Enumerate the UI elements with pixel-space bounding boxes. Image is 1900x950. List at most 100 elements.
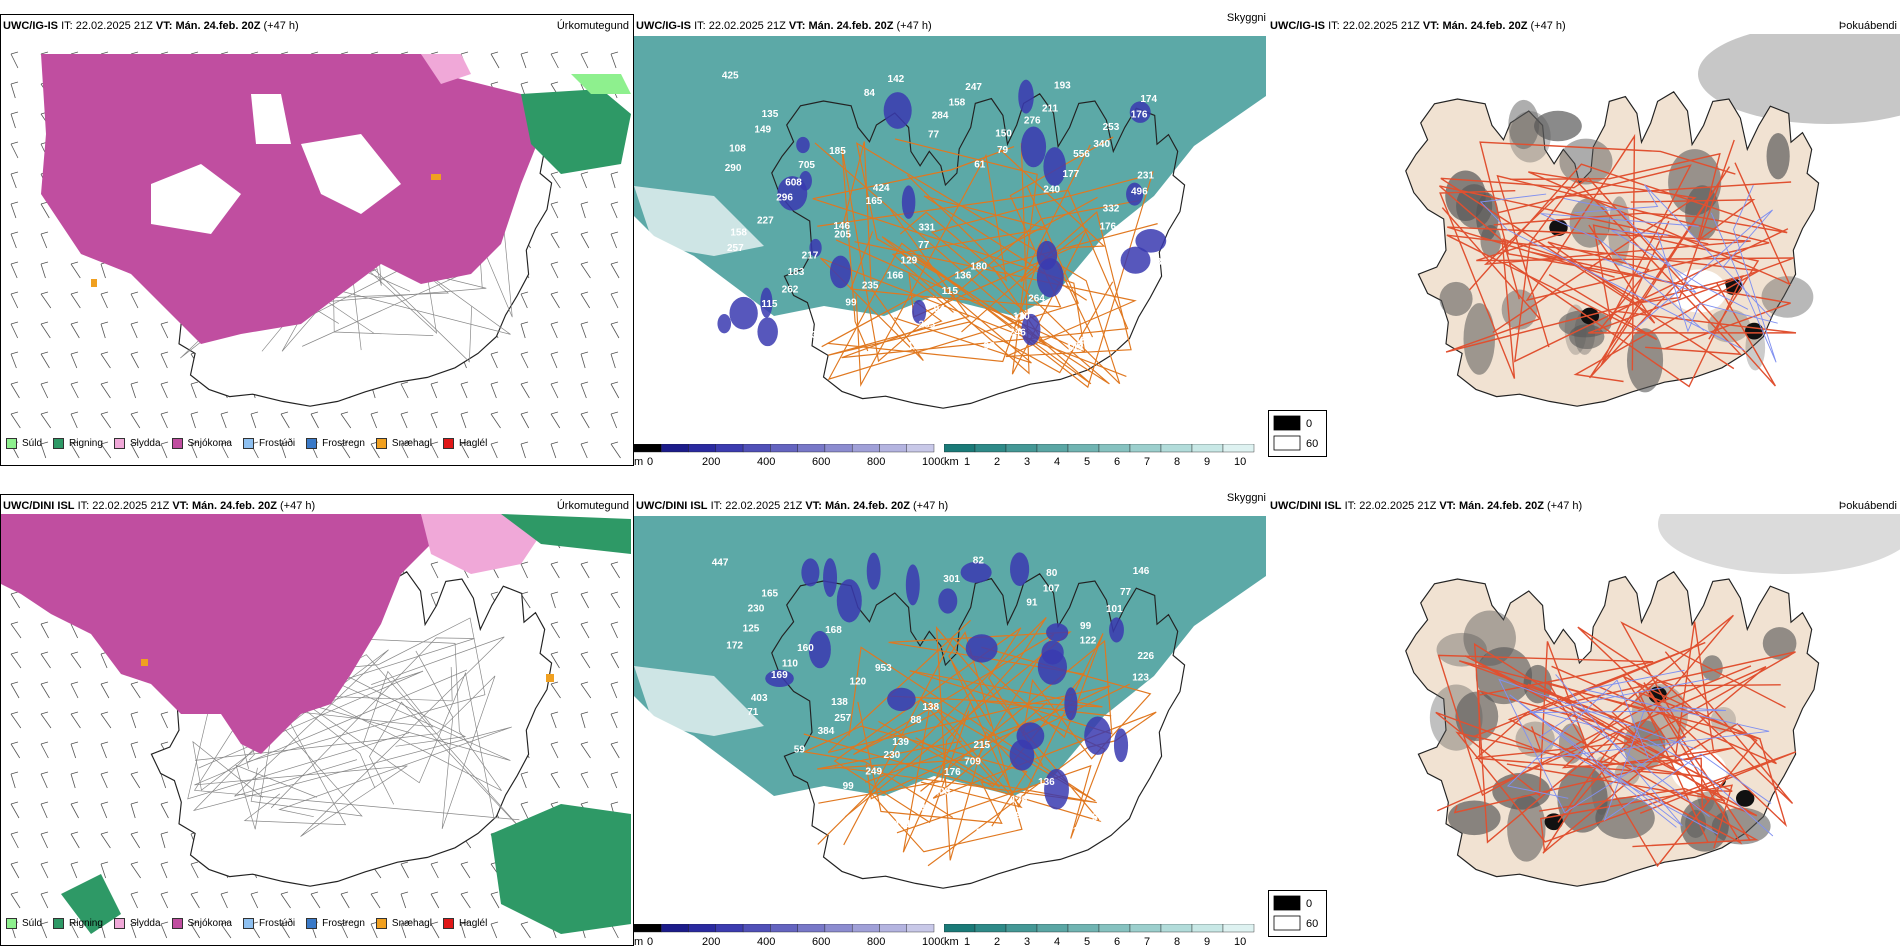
cloud-base-label: 215 [973,740,990,751]
wind-barb-flag [190,861,199,865]
legend-item: Súld [6,438,42,449]
colorbar-cell [634,924,662,933]
colorbar-tick: 5 [1084,936,1090,948]
wind-barb [40,323,51,339]
cloud-base-label: 77 [928,129,940,140]
wind-barb-flag [10,681,19,685]
wind-barb [190,893,200,909]
snow-area [1,514,631,934]
wind-barb [550,683,561,699]
legend-label: Súld [22,438,43,449]
cloud-base-label: 332 [1103,203,1120,214]
wind-barb-flag [340,441,349,445]
fog-blob [1463,610,1516,666]
dense-fog-spot [1580,307,1600,325]
fog-legend-swatch [1273,435,1301,451]
colorbar-tick: 0 [647,936,653,948]
colorbar-cell [715,924,744,933]
cloud-base-label: 160 [797,643,814,654]
cloud-patch [1120,246,1151,274]
it-value: 22.02.2025 21Z [1359,500,1437,512]
wind-barb-flag [580,171,589,175]
legend-label: Snæhagl [391,438,432,449]
wind-barb [550,293,560,309]
wind-barb [100,863,107,879]
cloud-patch [866,552,881,590]
cloud-base-label: 556 [1073,149,1090,160]
wind-barb-flag [10,231,19,235]
wind-barb [610,323,620,339]
wind-barb-flag [550,681,559,685]
wind-barb-flag [10,81,19,85]
cloud-patch [757,317,778,347]
colorbar-cell [879,444,907,453]
wind-barb-flag [10,801,19,805]
wind-barb-flag [70,651,79,655]
cloud-patch [901,185,916,219]
wind-barb-flag [580,261,589,265]
legend-label: Rigning [69,918,103,929]
wind-barb-flag [550,321,559,325]
legend-swatch [53,918,65,929]
wind-barb-flag [580,321,589,325]
wind-barb-flag [400,861,409,865]
wind-barb [70,923,79,939]
wind-barb [250,893,259,909]
wind-barb-flag [160,831,169,835]
cloud-base-label: 120 [850,676,867,687]
wind-barb-flag [370,51,379,55]
colorbar-cell [906,924,935,933]
colorbar-tick: 400 [757,936,775,948]
cloud-base-label: 138 [908,341,925,352]
wind-barb [70,833,80,849]
colorbar-tick: 200 [702,936,720,948]
wind-barb-flag [580,51,589,55]
wind-barb-flag [610,261,619,265]
wind-barb-flag [220,411,229,415]
wind-barb-flag [40,381,49,385]
cloud-base-label: 139 [892,737,909,748]
graupel-spot [546,674,554,682]
wind-barb [130,683,141,699]
wind-barb [70,863,78,879]
legend-label: Súld [22,918,43,929]
wind-barb-flag [40,321,49,325]
wind-barb-flag [40,771,49,775]
wind-barb-flag [100,381,109,385]
wind-barb [160,833,166,849]
panel-title: UWC/DINI ISL IT: 22.02.2025 21Z VT: Mán.… [3,500,315,513]
wind-barb-flag [520,351,529,355]
wind-barb [580,53,589,69]
cloud-base-label: 570 [1092,813,1109,824]
wind-barb [580,713,586,729]
wind-barb-flag [610,171,619,175]
wind-barb-flag [220,891,229,895]
wind-barb [10,113,16,129]
colorbar-cell [770,924,798,933]
legend-swatch [375,918,387,929]
wind-barb [400,893,407,909]
cloud-base-label: 91 [1026,597,1038,608]
wind-barb [40,413,52,429]
legend-item: Rigning [53,918,103,929]
wind-barb [220,893,228,909]
wind-barb [550,53,559,69]
cloud-patch [1126,182,1144,206]
wind-barb [100,713,112,729]
cloud-patch [829,255,851,289]
cloud-base-label: 230 [884,750,901,761]
it-label: IT: [1344,500,1357,512]
it-label: IT: [710,500,723,512]
wind-barb-flag [610,801,619,805]
lead-time: (+47 h) [896,20,932,32]
wind-barb [490,923,498,939]
it-label: IT: [61,20,73,32]
wind-barb [100,743,107,759]
colorbar-cell [688,444,717,453]
wind-barb-flag [190,921,199,925]
fog-blob [1762,627,1797,660]
legend-item: Frostregn [306,438,365,449]
wind-barb-flag [70,681,79,685]
cloud-base-label: 165 [866,196,883,207]
wind-barb [10,653,22,669]
